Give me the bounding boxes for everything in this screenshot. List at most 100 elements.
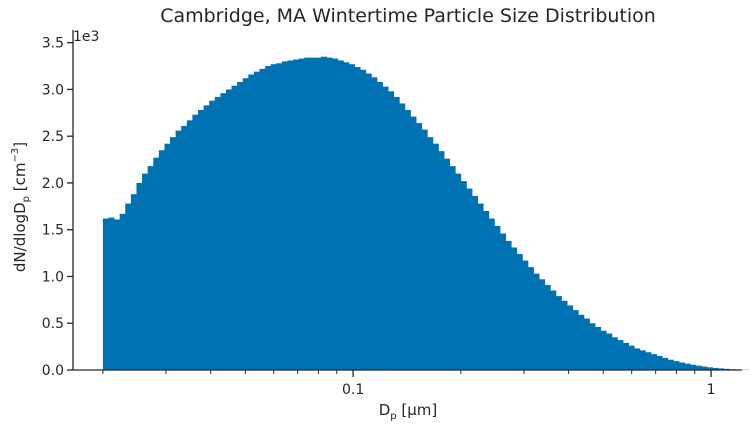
- histogram-bar: [589, 323, 596, 370]
- x-tick-label: 1: [707, 382, 716, 398]
- histogram-bar: [181, 125, 188, 370]
- histogram-bar: [259, 68, 266, 371]
- histogram-bar: [488, 218, 495, 370]
- histogram-bar: [673, 361, 680, 370]
- histogram-bar: [449, 166, 456, 370]
- histogram-bar: [298, 58, 305, 370]
- histogram-bar: [237, 81, 244, 370]
- histogram-bar: [197, 110, 204, 370]
- histogram-bar: [214, 96, 221, 371]
- histogram-bar: [494, 225, 501, 370]
- chart-title: Cambridge, MA Wintertime Particle Size D…: [160, 5, 656, 27]
- y-axis-multiplier: 1e3: [73, 29, 99, 45]
- histogram-bar: [220, 93, 227, 371]
- histogram-bar: [371, 77, 378, 370]
- histogram-bar: [690, 364, 697, 370]
- histogram-bar: [606, 333, 613, 370]
- histogram-bar: [293, 59, 300, 370]
- histogram-bar: [125, 203, 132, 370]
- histogram-bar: [388, 91, 395, 370]
- y-tick-label: 3.5: [42, 36, 64, 52]
- histogram-bar: [158, 150, 165, 370]
- histogram-bar: [651, 354, 657, 370]
- histogram-bar: [332, 58, 339, 370]
- y-tick-label: 0.5: [42, 316, 64, 332]
- histogram-bar: [550, 290, 557, 370]
- histogram-bar: [634, 348, 641, 370]
- histogram-bar: [410, 116, 417, 370]
- y-tick-label: 1.0: [42, 269, 64, 285]
- histogram-bar: [225, 89, 232, 370]
- histogram-bar: [399, 103, 406, 371]
- histogram-bar: [114, 219, 121, 370]
- histogram-bar: [209, 100, 216, 370]
- histogram-bar: [242, 78, 249, 371]
- histogram-bar: [695, 365, 702, 370]
- histogram-bar: [265, 66, 272, 370]
- histogram-bar: [164, 143, 171, 370]
- histogram-bar: [684, 363, 691, 370]
- y-tick-label: 3.0: [42, 82, 64, 98]
- histogram-bar: [276, 63, 283, 370]
- histogram-bar: [416, 123, 423, 370]
- histogram-bar: [175, 130, 182, 370]
- histogram-bar: [147, 166, 154, 370]
- y-axis: 0.0 0.5 1.0 1.5 2.0 2.5 3.0 3.5: [42, 30, 74, 379]
- histogram-bar: [500, 233, 506, 370]
- histogram-bar: [421, 129, 428, 370]
- x-axis-label: Dp [μm]: [379, 401, 438, 422]
- histogram-bar: [667, 359, 674, 370]
- histogram-bar: [600, 330, 607, 370]
- histogram-bar: [706, 367, 713, 370]
- histogram-bar: [304, 57, 311, 370]
- histogram-bar: [679, 362, 685, 370]
- histogram-bar: [360, 69, 367, 371]
- histogram-bar: [533, 273, 540, 370]
- histogram-bar: [528, 267, 534, 370]
- histogram-bar: [639, 350, 646, 370]
- histogram-bar: [701, 366, 708, 370]
- histogram-bar: [365, 73, 372, 370]
- histogram-bar: [662, 357, 669, 370]
- histogram-bar: [248, 74, 255, 370]
- histogram-bar: [321, 56, 327, 370]
- histogram-bar: [460, 181, 467, 370]
- histogram-bar: [203, 105, 210, 370]
- histogram-bar: [142, 173, 148, 370]
- histogram-bar: [572, 310, 579, 370]
- histogram-bar: [567, 305, 574, 370]
- x-tick-label: 0.1: [342, 382, 364, 398]
- histogram-bar: [270, 64, 277, 370]
- histogram-bar: [337, 60, 344, 370]
- y-tick-label: 1.5: [42, 223, 64, 239]
- histogram-bar: [108, 217, 115, 370]
- histogram-bar: [645, 352, 652, 370]
- histogram-bar: [309, 57, 316, 370]
- histogram-bar: [393, 96, 400, 371]
- histogram-bar: [583, 318, 590, 370]
- y-tick-label: 2.0: [42, 176, 64, 192]
- histogram-bar: [354, 66, 361, 371]
- histogram-bar: [595, 326, 602, 370]
- histogram-bar: [505, 240, 512, 370]
- histogram-bar: [483, 211, 490, 370]
- histogram-bar: [186, 120, 193, 370]
- histogram-bar: [466, 188, 473, 370]
- histogram-bar: [472, 196, 478, 370]
- histogram-bar: [281, 61, 288, 370]
- histogram-bar: [718, 368, 725, 370]
- histogram-bar: [287, 60, 294, 370]
- histogram-bar: [712, 367, 719, 370]
- histogram-bar: [555, 296, 562, 370]
- histogram-bar: [343, 62, 350, 370]
- histogram-bar: [455, 173, 462, 370]
- histogram-bar: [561, 300, 568, 370]
- histogram-bar: [376, 81, 383, 370]
- histogram-bar: [539, 279, 546, 370]
- histogram-bar: [315, 57, 322, 370]
- histogram-bar: [231, 85, 238, 370]
- histogram-bar: [253, 71, 260, 371]
- histogram-bar: [477, 203, 484, 370]
- histogram-bar: [102, 218, 109, 370]
- histogram-bar: [611, 337, 618, 370]
